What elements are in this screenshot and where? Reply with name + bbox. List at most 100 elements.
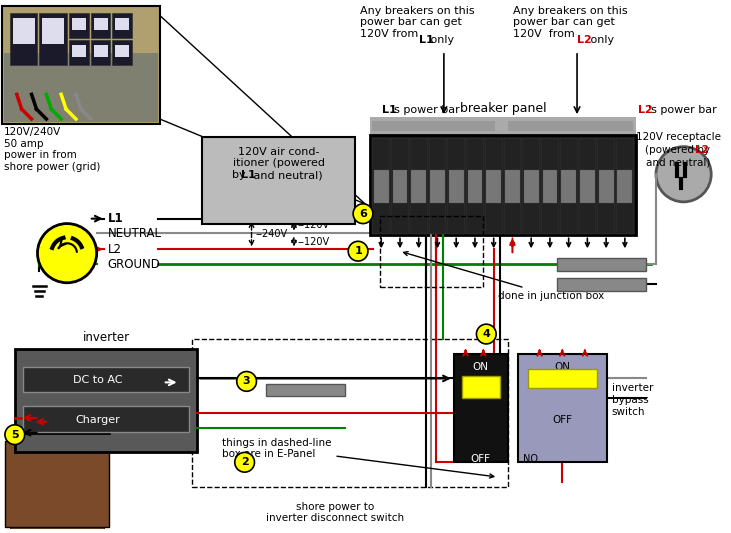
Text: L2: L2: [638, 105, 653, 115]
Bar: [42, 19, 64, 44]
Text: shore power to
inverter disconnect switch: shore power to inverter disconnect switc…: [266, 502, 404, 523]
Text: itioner (powered: itioner (powered: [232, 158, 325, 168]
Text: --120V: --120V: [298, 220, 330, 230]
Text: 3: 3: [243, 376, 251, 386]
Bar: [69, 13, 88, 38]
Bar: [370, 135, 636, 236]
Text: --120V: --120V: [298, 237, 330, 247]
Text: Any breakers on this
power bar can get
120V  from: Any breakers on this power bar can get 1…: [513, 5, 627, 39]
Circle shape: [656, 147, 711, 202]
Bar: [393, 171, 407, 203]
Bar: [528, 369, 596, 389]
Bar: [412, 171, 426, 203]
Text: (powered by: (powered by: [645, 144, 713, 155]
Text: ON: ON: [554, 362, 570, 372]
Bar: [561, 171, 576, 203]
Text: L1: L1: [382, 105, 396, 115]
Bar: [370, 117, 636, 135]
Bar: [202, 137, 355, 223]
Text: and neutral): and neutral): [249, 171, 322, 180]
Bar: [518, 354, 607, 462]
Circle shape: [353, 204, 373, 223]
Bar: [485, 138, 503, 235]
Bar: [410, 138, 428, 235]
Bar: [462, 376, 500, 398]
Bar: [486, 171, 501, 203]
Text: ON: ON: [473, 362, 489, 372]
Bar: [2, 5, 160, 124]
Bar: [192, 339, 508, 487]
Text: 120V air cond-: 120V air cond-: [238, 147, 319, 157]
Text: GROUND: GROUND: [107, 257, 160, 271]
Bar: [466, 138, 484, 235]
Bar: [13, 19, 34, 44]
Text: L2: L2: [695, 144, 709, 155]
Text: 6: 6: [359, 209, 367, 219]
Bar: [597, 138, 615, 235]
Bar: [15, 349, 197, 453]
Text: L1: L1: [107, 212, 123, 225]
Bar: [91, 40, 110, 65]
Bar: [616, 138, 634, 235]
Text: 4: 4: [482, 329, 491, 339]
Text: L1: L1: [240, 171, 255, 180]
Text: things in dashed-line
box are in E-Panel: things in dashed-line box are in E-Panel: [222, 438, 494, 478]
Bar: [447, 138, 465, 235]
Bar: [69, 40, 88, 65]
Text: done in junction box: done in junction box: [404, 252, 605, 301]
Bar: [374, 171, 389, 203]
Text: 1: 1: [355, 246, 362, 256]
Bar: [504, 138, 521, 235]
Bar: [10, 13, 37, 65]
Bar: [372, 138, 390, 235]
Text: only: only: [427, 35, 454, 45]
Bar: [541, 138, 558, 235]
Bar: [522, 138, 540, 235]
Bar: [23, 406, 189, 432]
Bar: [72, 19, 86, 30]
Bar: [505, 171, 520, 203]
Circle shape: [348, 241, 368, 261]
Text: and neutral): and neutral): [646, 157, 711, 167]
Bar: [599, 171, 613, 203]
Text: --240V: --240V: [255, 229, 287, 239]
Text: L2: L2: [107, 243, 121, 256]
Bar: [23, 367, 189, 392]
Text: L1: L1: [419, 35, 434, 45]
Text: inverter: inverter: [83, 331, 129, 344]
Text: 120V/240V
50 amp
power in from
shore power (grid): 120V/240V 50 amp power in from shore pow…: [4, 127, 100, 172]
Bar: [468, 171, 482, 203]
Text: 's power bar: 's power bar: [390, 105, 459, 115]
Bar: [94, 19, 107, 30]
Bar: [578, 138, 596, 235]
Bar: [454, 354, 508, 462]
Bar: [557, 258, 646, 271]
Text: Charger: Charger: [76, 415, 121, 425]
Circle shape: [235, 453, 254, 472]
Bar: [391, 138, 409, 235]
Text: Any breakers on this
power bar can get
120V from: Any breakers on this power bar can get 1…: [360, 5, 474, 39]
Bar: [72, 45, 86, 57]
Bar: [266, 384, 345, 396]
Bar: [91, 13, 110, 38]
Bar: [430, 171, 445, 203]
Text: breaker panel: breaker panel: [460, 102, 546, 115]
Bar: [115, 19, 129, 30]
Text: NEUTRAL: NEUTRAL: [107, 227, 162, 240]
Bar: [380, 216, 483, 287]
Circle shape: [37, 223, 96, 282]
Bar: [449, 171, 463, 203]
Bar: [560, 138, 577, 235]
Bar: [580, 171, 595, 203]
Bar: [618, 171, 632, 203]
Bar: [4, 53, 158, 122]
Bar: [113, 40, 132, 65]
Bar: [372, 121, 495, 131]
Text: DC to AC: DC to AC: [73, 375, 123, 385]
Text: L2: L2: [577, 35, 592, 45]
Text: inverter
bypass
switch: inverter bypass switch: [612, 383, 653, 417]
Bar: [94, 45, 107, 57]
Bar: [508, 121, 633, 131]
Bar: [115, 45, 129, 57]
Text: NO: NO: [523, 455, 538, 464]
